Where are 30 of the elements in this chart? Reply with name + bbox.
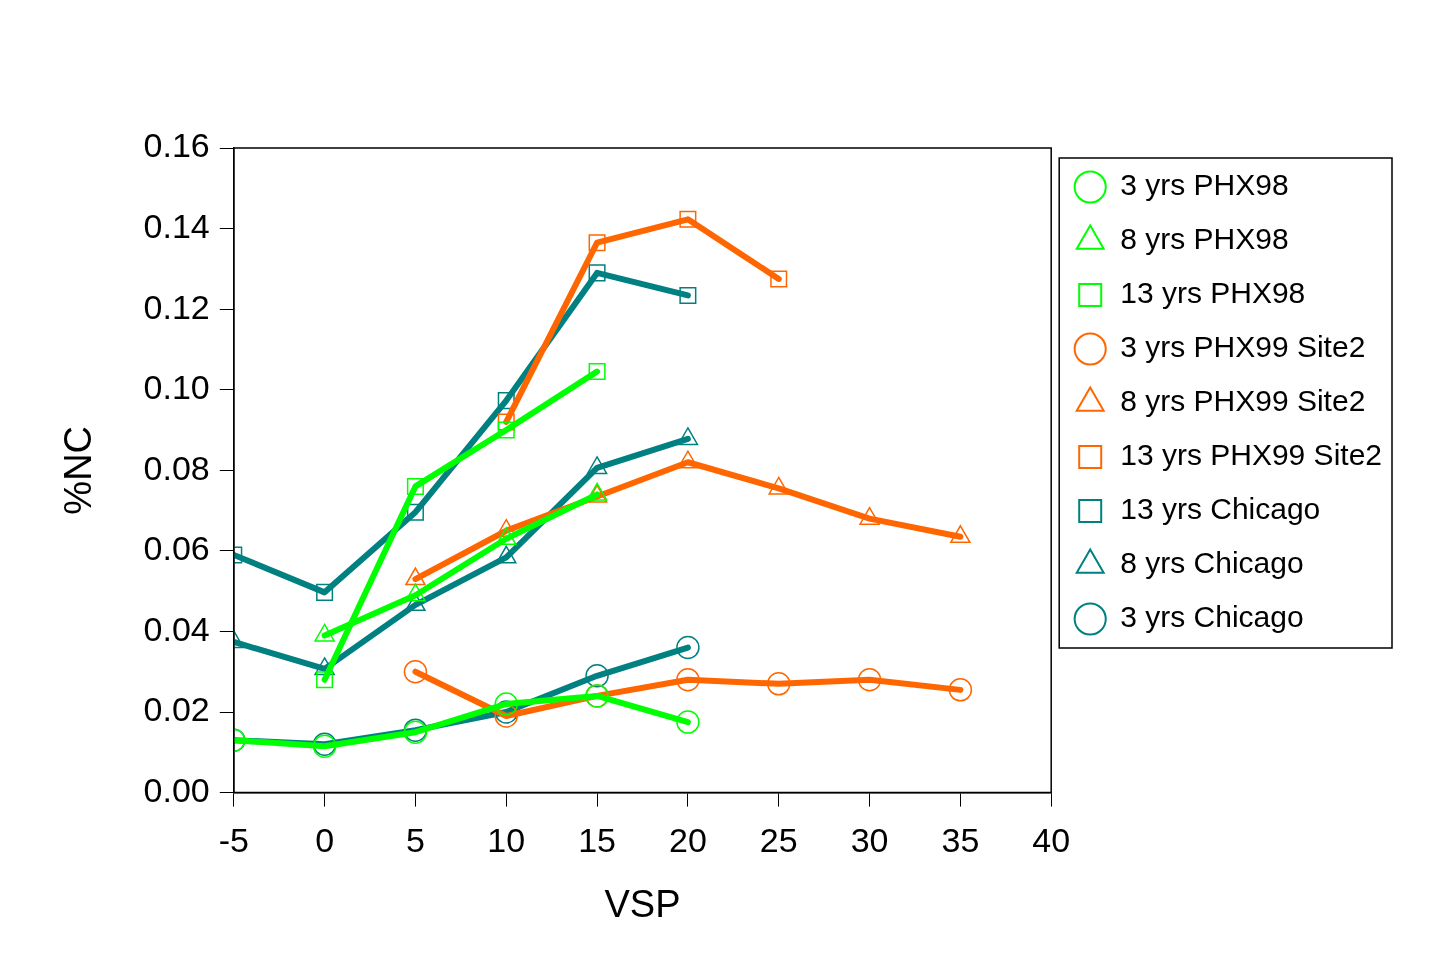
- x-tick-label: 10: [487, 821, 526, 860]
- legend-label: 13 yrs PHX99 Site2: [1120, 438, 1382, 472]
- y-tick-label: 0.14: [143, 206, 210, 245]
- x-tick-label: 30: [850, 821, 889, 860]
- y-tick-label: 0.06: [143, 529, 210, 568]
- legend-label: 3 yrs PHX99 Site2: [1120, 330, 1366, 364]
- y-tick-label: 0.02: [143, 690, 210, 729]
- x-tick-label: 25: [759, 821, 798, 860]
- x-tick-label: 15: [578, 821, 616, 860]
- y-tick-label: 0.08: [143, 448, 210, 487]
- y-tick-label: 0.16: [143, 126, 210, 165]
- legend-label: 8 yrs PHX98: [1120, 222, 1289, 256]
- x-tick-label: 5: [405, 821, 425, 860]
- y-tick-label: 0.04: [143, 609, 210, 648]
- y-axis-title: %NC: [57, 425, 100, 515]
- x-axis-title: VSP: [604, 882, 681, 925]
- y-tick-label: 0.10: [143, 368, 210, 407]
- x-tick-label: 0: [315, 821, 335, 860]
- legend-label: 8 yrs Chicago: [1120, 546, 1304, 580]
- legend-label: 3 yrs Chicago: [1120, 600, 1304, 634]
- x-tick-label: -5: [218, 821, 249, 860]
- legend-label: 3 yrs PHX98: [1120, 168, 1289, 202]
- y-tick-label: 0.00: [143, 770, 210, 809]
- x-tick-label: 35: [941, 821, 980, 860]
- legend-label: 13 yrs Chicago: [1120, 492, 1321, 526]
- legend-label: 13 yrs PHX98: [1120, 276, 1306, 310]
- x-tick-label: 20: [668, 821, 707, 860]
- x-tick-label: 40: [1032, 821, 1071, 860]
- y-tick-label: 0.12: [143, 287, 210, 326]
- legend-label: 8 yrs PHX99 Site2: [1120, 384, 1366, 418]
